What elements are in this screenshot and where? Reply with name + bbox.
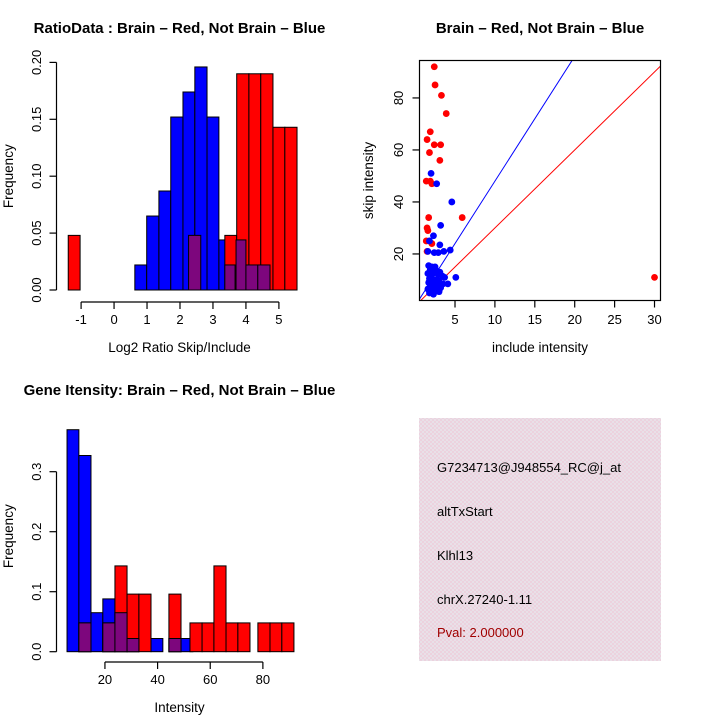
tick-labels: 20 40 60 80 0.0 0.1 0.2 0.3	[29, 463, 270, 687]
red-threshold-line	[419, 65, 661, 301]
svg-text:0.20: 0.20	[29, 50, 44, 75]
svg-text:0.2: 0.2	[29, 523, 44, 541]
svg-text:0.15: 0.15	[29, 107, 44, 132]
chart-title: Brain – Red, Not Brain – Blue	[436, 20, 644, 37]
histogram-bars	[66, 429, 295, 653]
tick-labels: -1 0 1 2 3 4 5 0.00 0.05 0.10 0.15 0.20	[29, 50, 283, 327]
svg-text:0.10: 0.10	[29, 164, 44, 189]
axes	[49, 471, 264, 669]
svg-text:0.0: 0.0	[29, 643, 44, 661]
locus-text: chrX.27240-1.11	[437, 592, 533, 607]
svg-text:20: 20	[391, 247, 406, 261]
svg-text:80: 80	[391, 91, 406, 105]
bars-not-brain-blue	[134, 66, 232, 291]
event-type-text: altTxStart	[437, 504, 493, 519]
intensity-scatter-panel: Brain – Red, Not Brain – Blue include int…	[360, 0, 720, 360]
scatter-points	[422, 63, 658, 298]
points-not-brain-blue	[424, 169, 460, 298]
info-panel: G7234713@J948554_RC@j_at altTxStart Klhl…	[360, 360, 720, 720]
svg-text:20: 20	[567, 312, 581, 327]
svg-text:2: 2	[176, 312, 183, 327]
ratio-histogram-panel: RatioData : Brain – Red, Not Brain – Blu…	[0, 0, 360, 360]
svg-text:15: 15	[528, 312, 542, 327]
svg-text:4: 4	[242, 312, 249, 327]
blue-threshold-line	[419, 60, 573, 301]
gene-intensity-histogram-chart: Gene Itensity: Brain – Red, Not Brain – …	[1, 382, 336, 715]
svg-text:5: 5	[275, 312, 282, 327]
plot-frame	[418, 59, 662, 302]
bars-overlap-purple	[188, 234, 271, 291]
ratio-histogram-chart: RatioData : Brain – Red, Not Brain – Blu…	[1, 20, 326, 355]
svg-text:0.05: 0.05	[29, 220, 44, 245]
svg-text:60: 60	[203, 672, 217, 687]
axes	[49, 61, 280, 309]
histogram-bars	[67, 66, 298, 291]
chart-title: RatioData : Brain – Red, Not Brain – Blu…	[34, 20, 326, 37]
x-axis-label: include intensity	[492, 340, 588, 355]
gene-name-text: Klhl13	[437, 548, 474, 563]
chart-title: Gene Itensity: Brain – Red, Not Brain – …	[24, 382, 336, 399]
bars-overlap-purple	[78, 612, 182, 653]
svg-text:5: 5	[451, 312, 458, 327]
svg-text:25: 25	[607, 312, 621, 327]
svg-text:40: 40	[391, 195, 406, 209]
svg-text:0.3: 0.3	[29, 463, 44, 481]
svg-text:-1: -1	[75, 312, 87, 327]
y-axis-label: skip intensity	[361, 142, 376, 220]
y-axis-label: Frequency	[1, 504, 16, 568]
y-axis-label: Frequency	[1, 144, 16, 208]
gene-intensity-histogram-panel: Gene Itensity: Brain – Red, Not Brain – …	[0, 360, 360, 720]
svg-text:0: 0	[110, 312, 117, 327]
x-axis-label: Intensity	[154, 700, 205, 715]
x-axis-label: Log2 Ratio Skip/Include	[108, 340, 251, 355]
svg-text:30: 30	[647, 312, 661, 327]
svg-text:0.00: 0.00	[29, 277, 44, 302]
info-box: G7234713@J948554_RC@j_at altTxStart Klhl…	[419, 418, 661, 661]
svg-text:0.1: 0.1	[29, 583, 44, 601]
bars-brain-red	[67, 73, 298, 291]
intensity-scatter-chart: Brain – Red, Not Brain – Blue include int…	[361, 20, 662, 355]
svg-text:10: 10	[488, 312, 502, 327]
reference-lines	[419, 60, 661, 301]
svg-text:20: 20	[98, 672, 112, 687]
svg-text:60: 60	[391, 143, 406, 157]
svg-text:1: 1	[143, 312, 150, 327]
points-brain-red	[422, 63, 658, 281]
tick-labels: 5 10 15 20 25 30 20 40 60 80	[391, 91, 662, 327]
probe-id-text: G7234713@J948554_RC@j_at	[437, 460, 621, 475]
axes	[412, 97, 656, 308]
pval-text: Pval: 2.000000	[437, 625, 524, 640]
svg-text:40: 40	[150, 672, 164, 687]
svg-text:80: 80	[256, 672, 270, 687]
svg-text:3: 3	[209, 312, 216, 327]
